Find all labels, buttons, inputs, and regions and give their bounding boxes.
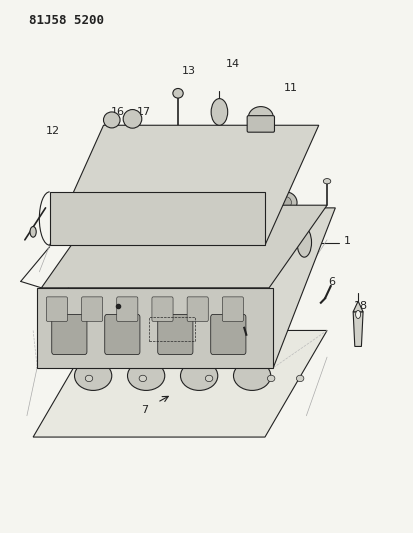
Ellipse shape: [323, 179, 330, 184]
Ellipse shape: [245, 197, 257, 208]
FancyBboxPatch shape: [210, 314, 245, 354]
FancyBboxPatch shape: [104, 314, 140, 354]
Ellipse shape: [296, 375, 303, 382]
Polygon shape: [50, 125, 318, 245]
Text: 5: 5: [251, 329, 258, 339]
Text: 13: 13: [182, 66, 196, 76]
Polygon shape: [50, 192, 264, 245]
Ellipse shape: [108, 187, 115, 192]
Text: 17: 17: [136, 107, 150, 117]
Polygon shape: [352, 312, 362, 346]
Polygon shape: [33, 330, 326, 437]
Ellipse shape: [144, 197, 155, 208]
Text: 7: 7: [141, 405, 148, 415]
Ellipse shape: [233, 361, 270, 390]
FancyBboxPatch shape: [247, 116, 274, 132]
Ellipse shape: [85, 375, 93, 382]
Text: 10: 10: [99, 213, 113, 223]
Polygon shape: [352, 301, 362, 312]
Ellipse shape: [30, 227, 36, 237]
Text: 16: 16: [111, 107, 125, 117]
Ellipse shape: [173, 88, 183, 98]
Text: 8: 8: [244, 174, 251, 184]
FancyBboxPatch shape: [187, 297, 208, 321]
Text: 15: 15: [78, 178, 93, 188]
Ellipse shape: [297, 228, 311, 257]
Text: 14: 14: [225, 59, 239, 69]
Ellipse shape: [240, 179, 247, 184]
Ellipse shape: [281, 179, 289, 184]
Polygon shape: [37, 208, 335, 368]
Ellipse shape: [267, 375, 274, 382]
Text: 9: 9: [178, 187, 185, 197]
Ellipse shape: [248, 107, 273, 128]
Text: 12: 12: [45, 126, 59, 136]
Text: 1: 1: [343, 236, 350, 246]
Ellipse shape: [178, 197, 189, 208]
Polygon shape: [41, 205, 326, 288]
Text: 6: 6: [328, 277, 335, 287]
Ellipse shape: [127, 361, 164, 390]
Ellipse shape: [240, 192, 263, 213]
Ellipse shape: [211, 197, 223, 208]
Ellipse shape: [172, 192, 195, 213]
Text: 2: 2: [262, 270, 269, 280]
FancyBboxPatch shape: [116, 297, 138, 321]
Ellipse shape: [205, 375, 212, 382]
Ellipse shape: [206, 192, 229, 213]
Ellipse shape: [138, 192, 161, 213]
Ellipse shape: [211, 99, 227, 125]
Ellipse shape: [139, 375, 146, 382]
Ellipse shape: [355, 310, 360, 318]
Ellipse shape: [74, 361, 112, 390]
FancyBboxPatch shape: [152, 297, 173, 321]
Ellipse shape: [279, 197, 291, 208]
FancyBboxPatch shape: [52, 314, 87, 354]
Polygon shape: [37, 288, 273, 368]
Text: 11: 11: [283, 83, 297, 93]
Ellipse shape: [273, 192, 296, 213]
Ellipse shape: [123, 110, 141, 128]
Ellipse shape: [104, 192, 127, 213]
FancyBboxPatch shape: [81, 297, 102, 321]
FancyBboxPatch shape: [222, 297, 243, 321]
FancyBboxPatch shape: [46, 297, 67, 321]
Text: 81J58 5200: 81J58 5200: [29, 14, 104, 27]
Ellipse shape: [110, 197, 121, 208]
FancyBboxPatch shape: [157, 314, 192, 354]
Text: 4: 4: [296, 209, 303, 220]
Text: 18: 18: [353, 301, 367, 311]
Ellipse shape: [103, 112, 120, 128]
Text: 3: 3: [114, 309, 121, 319]
Ellipse shape: [180, 361, 217, 390]
